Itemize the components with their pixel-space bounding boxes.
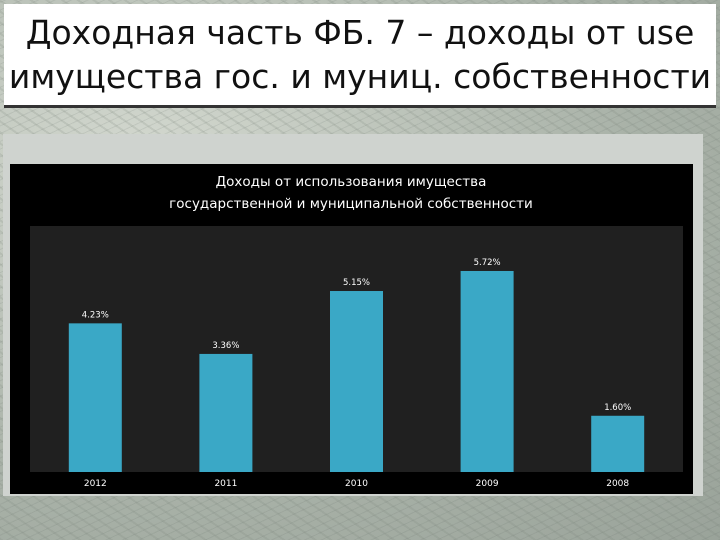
bar-2008	[591, 415, 645, 472]
bar-2010	[330, 291, 383, 472]
bar-chart: Доходы от использования имущества госуда…	[10, 164, 693, 494]
bar-2009	[460, 270, 514, 472]
bar-2011	[199, 353, 253, 472]
bars-group: 4.23% 2012 3.36% 2011 5.15% 2010 5.72% 2009 1.60…	[68, 258, 645, 489]
x-tick-label-2012: 2012	[84, 479, 107, 489]
slide-title-line-2: имущества гос. и муниц. собственности	[8, 56, 712, 96]
chart-title-line-1: Доходы от использования имущества	[216, 174, 487, 190]
x-tick-label-2008: 2008	[606, 479, 629, 489]
slide-title-line-1: Доходная часть ФБ. 7 – доходы от use	[25, 12, 695, 52]
data-label-2008: 1.60%	[604, 403, 631, 413]
data-label-2010: 5.15%	[343, 278, 370, 288]
chart-svg: Доходы от использования имущества госуда…	[30, 174, 683, 489]
data-label-2011: 3.36%	[212, 341, 239, 351]
x-tick-label-2011: 2011	[214, 479, 237, 489]
data-label-2012: 4.23%	[82, 310, 109, 320]
slide-title: Доходная часть ФБ. 7 – доходы от use иму…	[4, 4, 716, 108]
data-label-2009: 5.72%	[474, 258, 501, 268]
chart-title-line-2: государственной и муниципальной собствен…	[169, 196, 533, 212]
bar-2012	[68, 323, 122, 472]
x-tick-label-2009: 2009	[476, 479, 499, 489]
x-tick-label-2010: 2010	[345, 479, 368, 489]
